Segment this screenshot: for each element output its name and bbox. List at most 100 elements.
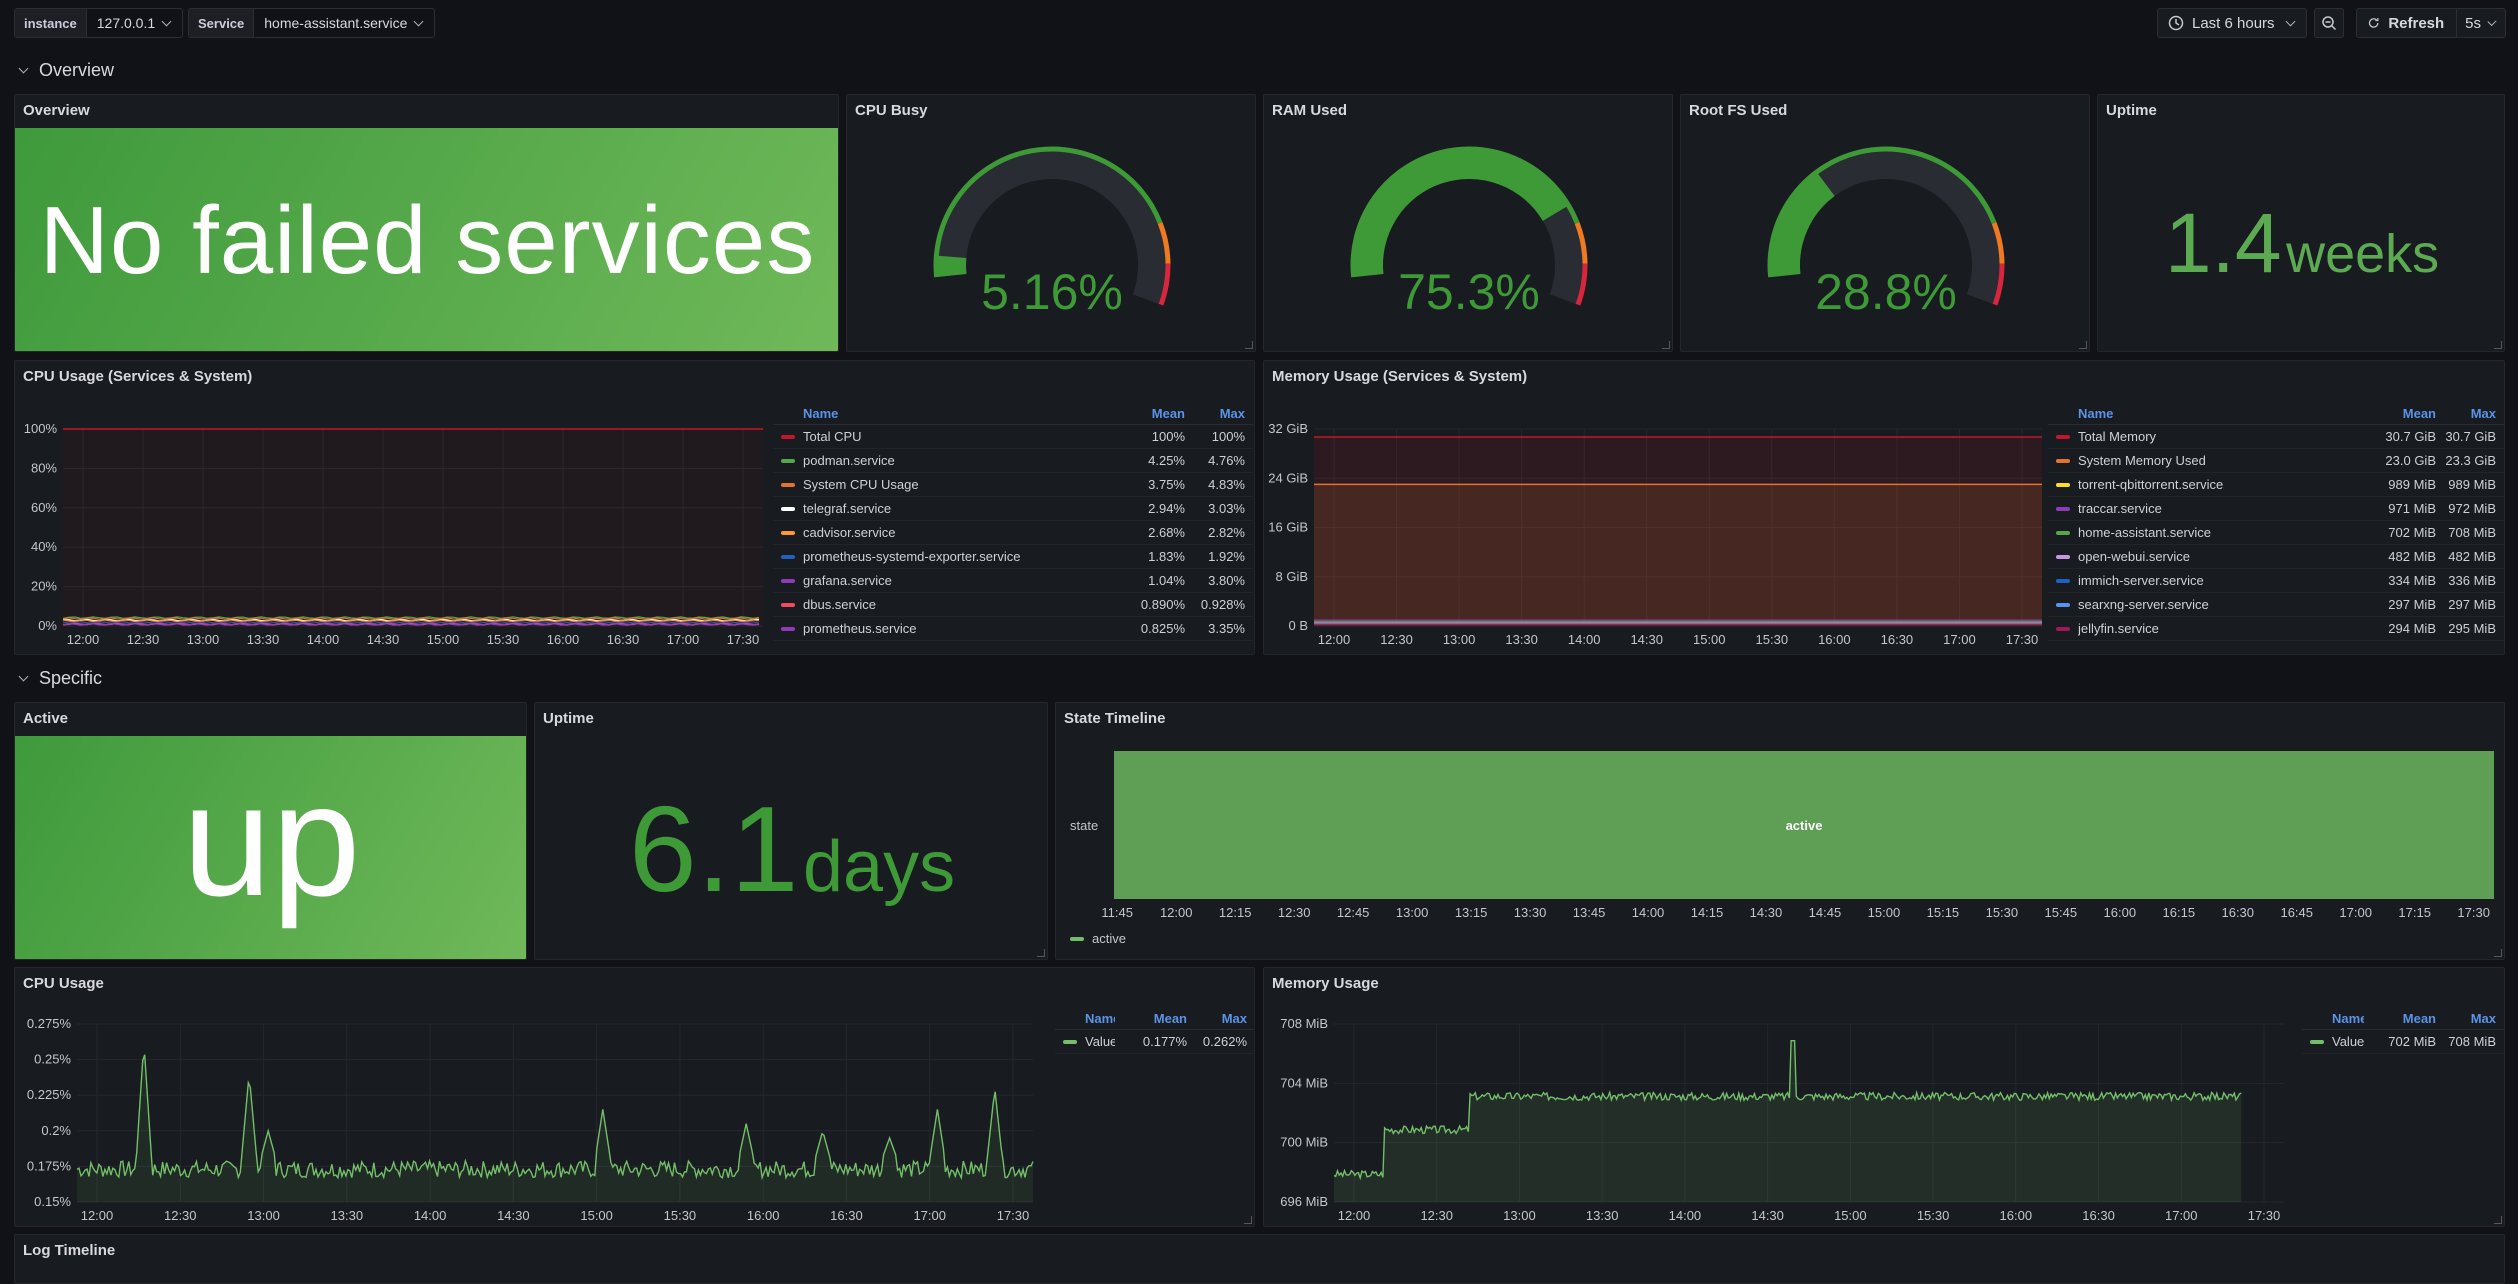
panel-cpu-usage-all[interactable]: CPU Usage (Services & System) 100% 80% 60%… — [14, 360, 1255, 655]
panel-memory-usage-all[interactable]: Memory Usage (Services & System) 32 GiB 2… — [1263, 360, 2505, 655]
gauge-threshold-red — [1575, 263, 1588, 306]
variable-instance[interactable]: instance 127.0.0.1 — [14, 8, 184, 38]
legend-row[interactable]: torrent-qbittorrent.service 989 MiB 989 Mi… — [2048, 473, 2504, 497]
legend-header-mean[interactable]: Mean — [2402, 406, 2436, 421]
row-overview[interactable]: Overview — [18, 60, 114, 81]
legend-header-mean[interactable]: Mean — [2402, 1011, 2436, 1026]
legend-row[interactable]: prometheus.service 0.825% 3.35% — [773, 617, 1253, 641]
legend-swatch — [2056, 482, 2070, 487]
resize-handle[interactable] — [1245, 341, 1253, 349]
legend-row[interactable]: home-assistant.service 702 MiB 708 MiB — [2048, 521, 2504, 545]
resize-handle[interactable] — [2494, 1216, 2502, 1224]
resize-handle[interactable] — [2079, 341, 2087, 349]
series-line[interactable] — [62, 619, 760, 623]
y-tick-label: 708 MiB — [1280, 1016, 1328, 1031]
series-line[interactable] — [62, 616, 760, 620]
panel-active[interactable]: Active up — [14, 702, 527, 960]
row-specific[interactable]: Specific — [18, 668, 102, 689]
refresh-button[interactable]: Refresh 5s — [2356, 8, 2506, 38]
panel-uptime-overview[interactable]: Uptime 1.4 weeks — [2097, 94, 2505, 352]
resize-handle[interactable] — [1244, 1216, 1252, 1224]
legend-header-mean[interactable]: Mean — [1153, 1011, 1187, 1026]
legend-max: 708 MiB — [2448, 525, 2496, 540]
legend-row[interactable]: open-webui.service 482 MiB 482 MiB — [2048, 545, 2504, 569]
variable-value: home-assistant.service — [264, 15, 408, 31]
legend-row[interactable]: traccar.service 971 MiB 972 MiB — [2048, 497, 2504, 521]
legend-header-name[interactable]: Name — [2332, 1011, 2364, 1026]
panel-cpu-busy[interactable]: CPU Busy 5.16% — [846, 94, 1256, 352]
legend-header-name[interactable]: Name — [2078, 406, 2114, 421]
legend-row[interactable]: prometheus-systemd-exporter.service 1.83%… — [773, 545, 1253, 569]
x-tick-label: 12:30 — [164, 1208, 197, 1223]
x-tick-label: 16:30 — [2082, 1208, 2115, 1223]
legend-row[interactable]: Total Memory 30.7 GiB 30.7 GiB — [2048, 425, 2504, 449]
legend-swatch — [2056, 554, 2070, 559]
legend-row[interactable]: grafana.service 1.04% 3.80% — [773, 569, 1253, 593]
series-line[interactable] — [62, 620, 760, 624]
y-tick-label: 0.275% — [27, 1016, 72, 1031]
legend-series-name: prometheus-systemd-exporter.service — [803, 549, 1021, 564]
y-tick-label: 8 GiB — [1275, 569, 1308, 584]
panel-memory-usage[interactable]: Memory Usage 708 MiB 704 MiB 700 MiB 696 Mi… — [1263, 967, 2505, 1227]
panel-title: Overview — [23, 102, 90, 119]
resize-handle[interactable] — [1662, 341, 1670, 349]
legend-row[interactable]: immich-server.service 334 MiB 336 MiB — [2048, 569, 2504, 593]
panel-ram-used[interactable]: RAM Used 75.3% — [1263, 94, 1673, 352]
memory-usage-all-chart[interactable]: 32 GiB 24 GiB 16 GiB 8 GiB 0 B 12:00 12:30 13:0… — [1264, 401, 2044, 655]
legend-row[interactable]: jellyfin.service 294 MiB 295 MiB — [2048, 617, 2504, 641]
legend-mean: 482 MiB — [2388, 549, 2436, 564]
refresh-interval[interactable]: 5s — [2465, 14, 2482, 32]
time-range-picker[interactable]: Last 6 hours — [2157, 8, 2307, 38]
variable-service[interactable]: Service home-assistant.service — [188, 8, 436, 38]
series-line[interactable] — [62, 617, 760, 621]
panel-state-timeline[interactable]: State Timeline state active 11:45 12:00 12… — [1055, 702, 2505, 960]
panel-uptime-specific[interactable]: Uptime 6.1 days — [534, 702, 1048, 960]
series-line-value[interactable] — [76, 1054, 1034, 1181]
legend-header: Name Mean Max — [1055, 1008, 1254, 1030]
state-bar-active[interactable]: active — [1114, 751, 2494, 899]
x-tick-label: 17:00 — [2165, 1208, 2198, 1223]
legend-header-max[interactable]: Max — [1221, 1011, 1247, 1026]
chevron-down-icon — [413, 16, 424, 26]
y-tick-label: 100% — [24, 421, 58, 436]
zoom-out-button[interactable] — [2314, 8, 2344, 38]
panel-cpu-usage[interactable]: CPU Usage 0.275% 0.25% 0.225% 0.2% 0.175% 0.1… — [14, 967, 1255, 1227]
legend-header-name[interactable]: Name — [1085, 1011, 1115, 1026]
legend-row[interactable]: cadvisor.service 2.68% 2.82% — [773, 521, 1253, 545]
legend-row[interactable]: dbus.service 0.890% 0.928% — [773, 593, 1253, 617]
x-tick-label: 13:30 — [1505, 632, 1538, 647]
legend-swatch — [2056, 434, 2070, 439]
resize-handle[interactable] — [1037, 949, 1045, 957]
legend-row[interactable]: searxng-server.service 297 MiB 297 MiB — [2048, 593, 2504, 617]
legend-swatch — [2056, 626, 2070, 631]
legend-mean: 23.0 GiB — [2385, 453, 2436, 468]
legend-row[interactable]: podman.service 4.25% 4.76% — [773, 449, 1253, 473]
legend-swatch — [781, 578, 795, 583]
legend-header-max[interactable]: Max — [2470, 406, 2496, 421]
memory-usage-chart[interactable]: 708 MiB 704 MiB 700 MiB 696 MiB 12:00 12:30 13… — [1264, 1004, 2294, 1227]
legend-row[interactable]: System Memory Used 23.0 GiB 23.3 GiB — [2048, 449, 2504, 473]
legend-header-max[interactable]: Max — [1219, 406, 1245, 421]
cpu-usage-chart[interactable]: 0.275% 0.25% 0.225% 0.2% 0.175% 0.15% 12:00 12:… — [15, 1004, 1045, 1227]
legend-row[interactable]: Value 702 MiB 708 MiB — [2302, 1030, 2504, 1054]
series-line-value[interactable] — [1333, 1040, 2242, 1181]
y-tick-label: 80% — [31, 460, 57, 475]
legend-row[interactable]: Value 0.177% 0.262% — [1055, 1030, 1254, 1054]
cpu-usage-all-chart[interactable]: 100% 80% 60% 40% 20% 0% 12:00 12:30 13:00 13:30 14… — [15, 401, 765, 655]
panel-root-fs-used[interactable]: Root FS Used 28.8% — [1680, 94, 2090, 352]
legend-header-name[interactable]: Name — [803, 406, 839, 421]
legend-row[interactable]: Total CPU 100% 100% — [773, 425, 1253, 449]
legend-row[interactable]: telegraf.service 2.94% 3.03% — [773, 497, 1253, 521]
legend-row[interactable]: System CPU Usage 3.75% 4.83% — [773, 473, 1253, 497]
resize-handle[interactable] — [2494, 949, 2502, 957]
series-line[interactable] — [62, 622, 760, 626]
x-tick-label: 15:00 — [1867, 905, 1901, 920]
resize-handle[interactable] — [2494, 341, 2502, 349]
x-tick-label: 15:00 — [1693, 632, 1726, 647]
legend-header-mean[interactable]: Mean — [1151, 406, 1185, 421]
timeline-legend[interactable]: active — [1070, 931, 1126, 946]
legend-label: active — [1092, 931, 1126, 946]
gauge-value-arc — [938, 255, 967, 277]
legend-header-max[interactable]: Max — [2470, 1011, 2496, 1026]
panel-overview[interactable]: Overview No failed services — [14, 94, 839, 352]
